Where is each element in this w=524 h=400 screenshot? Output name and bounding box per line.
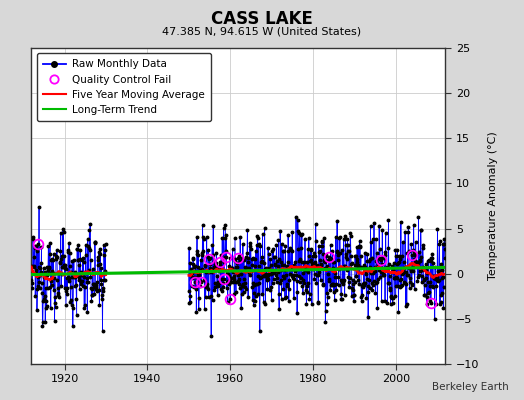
Text: Berkeley Earth: Berkeley Earth bbox=[432, 382, 508, 392]
Text: CASS LAKE: CASS LAKE bbox=[211, 10, 313, 28]
Legend: Raw Monthly Data, Quality Control Fail, Five Year Moving Average, Long-Term Tren: Raw Monthly Data, Quality Control Fail, … bbox=[37, 53, 211, 121]
Y-axis label: Temperature Anomaly (°C): Temperature Anomaly (°C) bbox=[487, 132, 497, 280]
Text: 47.385 N, 94.615 W (United States): 47.385 N, 94.615 W (United States) bbox=[162, 26, 362, 36]
